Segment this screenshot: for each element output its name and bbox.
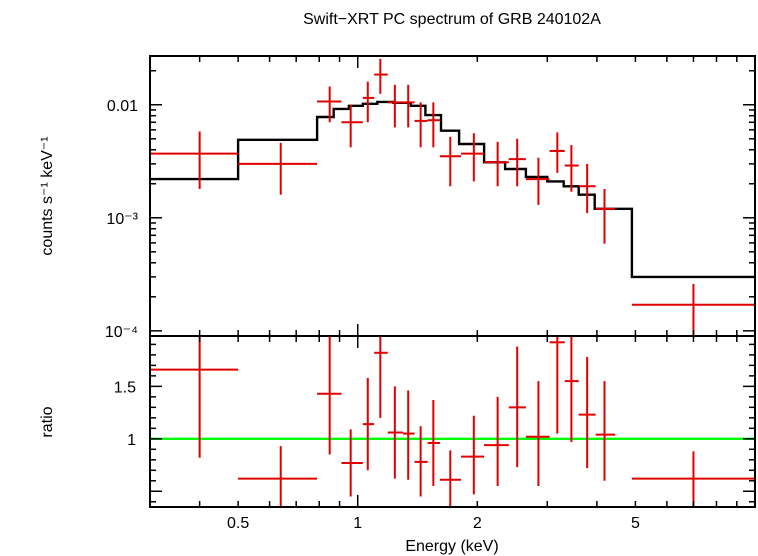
ratio-point-7 [387,386,403,479]
y-tick-label: 0.01 [107,98,138,115]
spectrum-point-18 [578,163,596,214]
ratio-point-16 [549,336,565,434]
x-tick-label: 0.5 [227,515,249,532]
ratio-point-2 [238,446,318,507]
spectrum-point-17 [564,145,579,192]
x-tick-label: 5 [631,515,640,532]
chart-title: Swift−XRT PC spectrum of GRB 240102A [303,11,601,28]
ratio-point-14 [508,346,526,468]
spectrum-point-5 [362,81,375,123]
ratio-frame [149,335,756,508]
x-tick-label: 1 [353,515,362,532]
ratio-point-19 [595,381,616,481]
spectrum-point-7 [387,84,403,128]
ratio-point-9 [414,426,428,497]
spectrum-point-3 [317,86,342,123]
spectrum-point-10 [427,102,440,148]
spectrum-point-6 [374,58,388,94]
ratio-marks [150,336,755,507]
ratio-y-axis-label: ratio [39,406,56,437]
spectrum-point-4 [341,104,363,148]
ratio-point-15 [525,381,550,487]
spectrum-point-19 [595,188,616,244]
spectrum-point-20 [631,283,755,336]
ratio-point-13 [484,396,509,487]
spectrum-point-8 [402,84,415,128]
spectrum-ticks: 0.01 10⁻³ 10⁻⁴ [105,56,755,341]
spectrum-point-12 [461,133,485,182]
ratio-point-1 [150,336,239,458]
ratio-point-11 [439,450,462,507]
ratio-point-18 [578,356,596,469]
spectrum-point-11 [439,136,462,187]
spectrum-point-13 [484,141,509,187]
ratio-point-3 [317,336,342,455]
y-tick-label: 10⁻³ [106,211,138,228]
spectrum-point-1 [150,131,239,189]
spectrum-frame [149,55,756,337]
spectrum-point-16 [549,132,565,173]
x-tick-label: 2 [473,515,482,532]
x-axis-label: Energy (keV) [405,538,498,555]
spectrum-point-15 [525,157,550,205]
ratio-point-12 [461,415,485,495]
ratio-point-4 [341,429,363,497]
ratio-point-5 [362,377,375,471]
ratio-point-10 [427,399,440,487]
ratio-point-8 [402,390,415,480]
model-line [150,100,755,279]
spectrum-point-14 [508,138,526,187]
spectrum-point-9 [414,102,428,148]
ratio-point-20 [631,451,755,507]
ratio-panel: 0.5 1 2 5 1 1.5 ratio Energy (keV) [39,335,756,555]
spectrum-panel: 0.01 10⁻³ 10⁻⁴ counts s⁻¹ keV⁻¹ [39,55,756,341]
spectrum-marks [150,58,755,336]
y-tick-label: 1 [127,432,136,449]
y-tick-label: 1.5 [114,379,136,396]
y-tick-label: 10⁻⁴ [105,324,138,341]
spectrum-point-2 [238,142,318,195]
spectrum-y-axis-label: counts s⁻¹ keV⁻¹ [39,136,56,255]
ratio-point-17 [564,336,579,442]
ratio-ticks: 0.5 1 2 5 1 1.5 [114,336,755,532]
ratio-point-6 [374,336,388,418]
